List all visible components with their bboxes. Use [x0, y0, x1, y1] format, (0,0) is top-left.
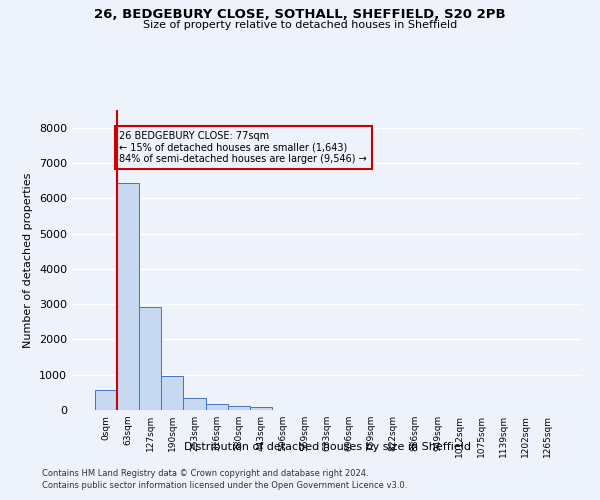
Bar [95, 390, 117, 410]
Bar [139, 308, 161, 410]
Bar [227, 406, 250, 410]
Bar [161, 376, 184, 410]
Text: Size of property relative to detached houses in Sheffield: Size of property relative to detached ho… [143, 20, 457, 30]
Bar [250, 407, 272, 410]
Text: Contains public sector information licensed under the Open Government Licence v3: Contains public sector information licen… [42, 481, 407, 490]
Text: 26, BEDGEBURY CLOSE, SOTHALL, SHEFFIELD, S20 2PB: 26, BEDGEBURY CLOSE, SOTHALL, SHEFFIELD,… [94, 8, 506, 20]
Text: Contains HM Land Registry data © Crown copyright and database right 2024.: Contains HM Land Registry data © Crown c… [42, 468, 368, 477]
Text: 26 BEDGEBURY CLOSE: 77sqm
← 15% of detached houses are smaller (1,643)
84% of se: 26 BEDGEBURY CLOSE: 77sqm ← 15% of detac… [119, 131, 367, 164]
Bar [184, 398, 206, 410]
Text: Distribution of detached houses by size in Sheffield: Distribution of detached houses by size … [184, 442, 470, 452]
Bar [117, 184, 139, 410]
Bar [206, 404, 227, 410]
Y-axis label: Number of detached properties: Number of detached properties [23, 172, 34, 348]
